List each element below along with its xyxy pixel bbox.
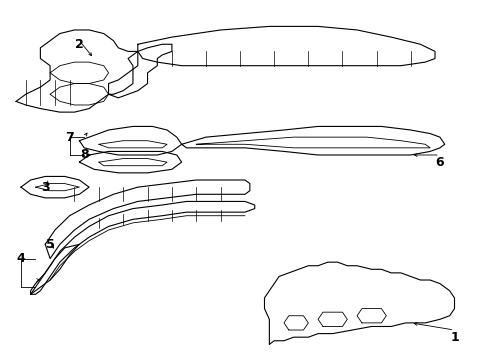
- Text: 6: 6: [436, 156, 444, 168]
- Text: 7: 7: [65, 131, 74, 144]
- Text: 1: 1: [450, 331, 459, 344]
- Text: 5: 5: [46, 238, 54, 251]
- Text: 4: 4: [17, 252, 25, 265]
- Text: 8: 8: [80, 148, 89, 162]
- Text: 3: 3: [41, 181, 49, 194]
- Text: 2: 2: [75, 38, 84, 51]
